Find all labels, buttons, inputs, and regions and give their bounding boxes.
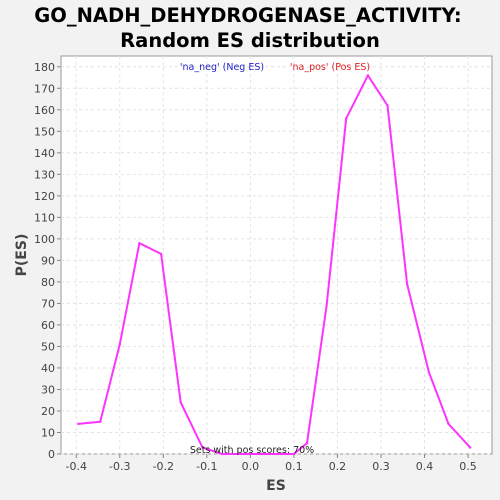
x-tick-label: -0.4: [66, 460, 87, 473]
series-group: [77, 74, 472, 456]
x-tick-label: -0.2: [153, 460, 174, 473]
legend-neg-label: 'na_neg' (Neg ES): [180, 62, 264, 73]
y-axis-label: P(ES): [14, 234, 30, 277]
data-point: [98, 420, 102, 423]
x-tick-label: 0.2: [329, 460, 347, 473]
x-tick-label: -0.1: [196, 460, 217, 473]
y-tick-label: 160: [34, 104, 55, 117]
y-tick-label: 10: [41, 426, 55, 439]
data-point: [292, 452, 296, 456]
x-tick-label: -0.3: [109, 460, 130, 473]
y-tick-label: 70: [41, 297, 55, 310]
data-point: [240, 452, 243, 456]
y-tick-label: 20: [41, 405, 55, 418]
x-axis-ticks: -0.4 -0.3 -0.2 -0.1 0.0 0.1 0.2 0.3 0.4 0.5: [66, 454, 477, 473]
data-point: [179, 401, 182, 404]
y-tick-label: 50: [41, 340, 55, 353]
data-point: [279, 452, 283, 456]
data-point: [469, 446, 472, 449]
data-point: [118, 343, 121, 346]
x-tick-label: 0.0: [242, 460, 260, 473]
x-tick-label: 0.4: [416, 460, 434, 473]
data-point: [260, 452, 263, 456]
data-point: [427, 371, 431, 374]
data-point: [305, 442, 309, 445]
data-point: [325, 304, 328, 307]
chart-title-line-2: Random ES distribution: [120, 29, 380, 52]
y-tick-label: 80: [41, 276, 55, 289]
y-tick-label: 40: [41, 362, 55, 375]
y-tick-label: 90: [41, 254, 55, 267]
data-point: [220, 452, 224, 456]
y-tick-label: 100: [34, 233, 55, 246]
data-point: [159, 252, 163, 256]
y-tick-label: 60: [41, 319, 55, 332]
y-tick-label: 170: [34, 82, 55, 95]
y-tick-label: 150: [34, 125, 55, 138]
data-point: [344, 117, 348, 120]
x-tick-label: 0.5: [459, 460, 477, 473]
plot-area: [60, 55, 493, 455]
data-point: [447, 422, 450, 426]
data-point: [405, 282, 409, 286]
data-point: [77, 422, 80, 426]
chart-title-line-1: GO_NADH_DEHYDROGENASE_ACTIVITY:: [34, 4, 461, 27]
y-tick-label: 110: [34, 211, 55, 224]
y-tick-label: 130: [34, 168, 55, 181]
y-tick-label: 180: [34, 61, 55, 74]
grid-lines: [61, 56, 492, 455]
y-tick-label: 140: [34, 147, 55, 160]
y-tick-label: 0: [48, 448, 55, 461]
legend-pos-label: 'na_pos' (Pos ES): [290, 62, 370, 73]
y-axis-ticks: 0 10 20 30 40 50 60 70 80 90 100 110 120 130 140 150 160…: [34, 61, 61, 461]
x-tick-label: 0.1: [285, 460, 303, 473]
y-tick-label: 30: [41, 383, 55, 396]
pos-scores-annotation: Sets with pos scores: 70%: [190, 445, 314, 456]
data-point: [201, 446, 204, 449]
x-axis-label: ES: [266, 478, 286, 494]
data-point: [386, 104, 389, 107]
data-point: [366, 74, 370, 77]
y-tick-label: 120: [34, 190, 55, 203]
x-tick-label: 0.3: [372, 460, 390, 473]
data-point: [138, 241, 141, 245]
